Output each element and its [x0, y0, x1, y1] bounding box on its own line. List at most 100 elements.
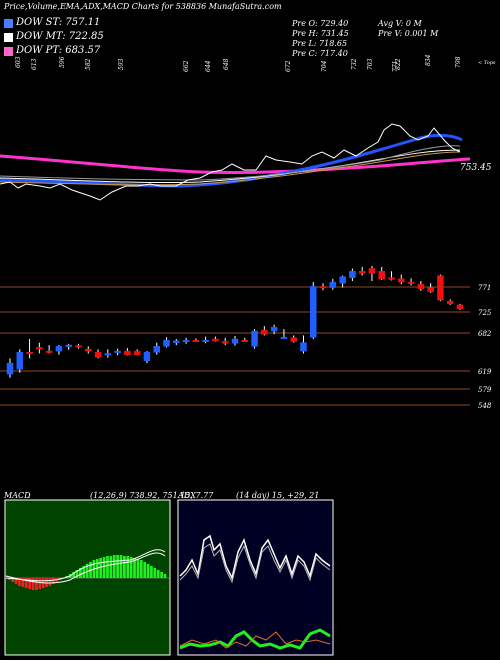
info-pre-low: Pre L: 718.65: [292, 39, 348, 48]
candle: [65, 343, 72, 350]
candle-body: [290, 337, 297, 342]
ema-top-tick-label: 648: [223, 58, 230, 70]
candle-body: [6, 362, 14, 375]
candle-body: [45, 350, 53, 353]
candle-body: [261, 329, 268, 335]
candle: [85, 346, 92, 354]
macd-signal-line: [5, 552, 166, 584]
candle-body: [456, 304, 464, 309]
candle-body: [437, 275, 444, 301]
macd-histogram-bar: [119, 555, 123, 578]
macd-histogram-bar: [85, 564, 89, 578]
macd-histogram-bar: [133, 558, 136, 578]
candle: [133, 349, 141, 356]
info-pre-close: Pre C: 717.40: [292, 49, 348, 58]
candle-body: [427, 287, 434, 293]
macd-histogram-bar: [8, 578, 11, 580]
macd-histogram-bar: [146, 564, 150, 578]
info-pre-open: Pre O: 729.40: [292, 19, 349, 28]
candle: [36, 342, 43, 354]
legend-dow-pt: DOW PT: 683.57: [16, 45, 101, 56]
macd-histogram-bar: [156, 570, 160, 578]
candle-body: [16, 352, 24, 370]
price-y-tick-label: 619: [478, 368, 492, 376]
candle-body: [94, 352, 102, 358]
macd-histogram-bar: [75, 570, 79, 578]
ema-top-tick-label: 593: [118, 58, 125, 70]
macd-histogram-bar: [143, 562, 147, 578]
candle: [124, 348, 131, 356]
candle-body: [280, 336, 288, 339]
candle: [114, 348, 121, 356]
candle-body: [55, 346, 63, 352]
candle-body: [36, 347, 43, 350]
macd-histogram-bar: [126, 556, 130, 578]
ema-top-tick-label: 672: [285, 60, 292, 72]
macd-histogram-bar: [14, 578, 18, 584]
candle: [398, 274, 405, 285]
ema-top-tick-label: 644: [205, 60, 212, 72]
ema-top-tick-label: 662: [183, 60, 190, 72]
macd-histogram-bar: [82, 566, 86, 578]
macd-histogram-bar: [21, 578, 25, 587]
legend-swatch-mt: [4, 33, 13, 42]
candle-body: [310, 286, 317, 338]
legend-swatch-pt: [4, 47, 13, 56]
ema-top-tick-label: 596: [59, 56, 66, 68]
candle-body: [358, 270, 366, 274]
candle-body: [368, 268, 376, 274]
macd-label: MACD: [4, 491, 31, 500]
candle-body: [241, 339, 249, 342]
adx-minus-di-line: [179, 631, 331, 649]
price-y-tick-label: 682: [478, 330, 492, 338]
ema-long-line: [0, 151, 461, 186]
macd-histogram-bar: [24, 578, 28, 588]
price-y-tick-label: 725: [478, 309, 492, 317]
candle: [280, 329, 288, 340]
candle: [163, 337, 170, 348]
candle: [45, 345, 53, 354]
candle-body: [270, 326, 278, 332]
candle: [202, 336, 209, 344]
candle-body: [75, 345, 82, 348]
macd-histogram-bar: [11, 578, 15, 582]
candle: [349, 268, 356, 282]
candle-body: [133, 350, 141, 355]
candle-body: [143, 352, 151, 361]
candle: [251, 329, 258, 349]
ema-pt-line: [0, 154, 471, 175]
candle-body: [446, 300, 454, 305]
macd-histogram-bar: [31, 578, 35, 590]
candle-body: [202, 339, 209, 342]
adx-label: ADX: [178, 491, 196, 500]
macd-histogram-bar: [51, 578, 55, 584]
candle-body: [398, 278, 405, 283]
macd-line: [5, 549, 166, 582]
ema-top-tick-label: 771: [392, 61, 399, 72]
macd-histogram-bar: [116, 555, 119, 578]
candle-body: [349, 270, 356, 279]
ema-top-tick-label: 582: [85, 58, 92, 70]
macd-histogram-bar: [28, 578, 32, 589]
candle: [94, 349, 102, 359]
candle-body: [300, 342, 307, 352]
candle-body: [104, 353, 112, 356]
legend-swatch-st: [4, 19, 13, 28]
candle-body: [173, 340, 180, 343]
candle: [182, 337, 190, 344]
candle: [378, 266, 385, 280]
candle: [339, 275, 346, 288]
candle-body: [182, 339, 190, 342]
candle: [173, 339, 180, 346]
macd-histogram-bar: [109, 556, 113, 578]
price-y-tick-label: 579: [478, 386, 492, 394]
candle-body: [192, 339, 200, 342]
info-avg-volume: Avg V: 0 M: [378, 19, 422, 28]
ema-top-tick-label: 613: [31, 58, 38, 70]
candle-body: [85, 349, 92, 352]
candle: [358, 266, 366, 276]
candle: [417, 281, 425, 291]
candle: [26, 339, 33, 359]
adx-values: (14 day) 15, +29, 21: [236, 491, 320, 500]
